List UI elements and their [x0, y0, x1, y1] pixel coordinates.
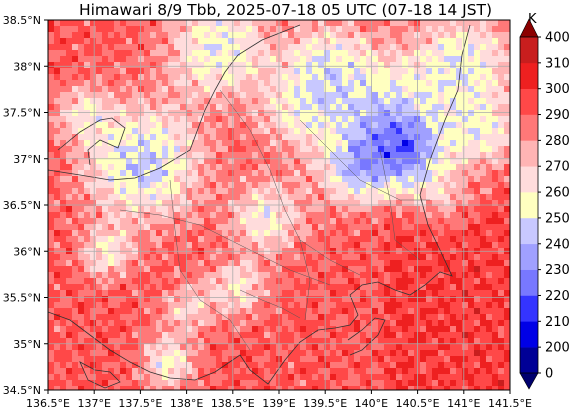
map-area	[47, 19, 511, 391]
colorbar-label-230: 230	[545, 263, 570, 278]
colorbar-label-220: 220	[545, 289, 570, 304]
x-tick-label-5: 139°E	[262, 397, 295, 409]
y-tick-label-3: 36°N	[13, 245, 41, 258]
colorbar-segment-3	[520, 269, 538, 296]
colorbar-label-270: 270	[545, 160, 570, 175]
y-tick-label-7: 38°N	[13, 60, 41, 73]
colorbar-label-300: 300	[545, 82, 570, 97]
x-tick-label-1: 137°E	[77, 397, 110, 409]
colorbar-label-310: 310	[545, 56, 570, 71]
colorbar-unit-label: K	[528, 12, 537, 27]
colorbar-segment-1	[520, 321, 538, 348]
colorbar: K 0 200 210 220 230 240 250 260 270 280 290 300 310 4…	[519, 12, 570, 390]
x-tick-label-10: 141.5°E	[488, 397, 532, 409]
colorbar-label-210: 210	[545, 315, 570, 330]
map-title: Himawari 8/9 Tbb, 2025-07-18 05 UTC (07-…	[78, 1, 493, 19]
x-tick-label-6: 139.5°E	[303, 397, 347, 409]
colorbar-label-290: 290	[545, 108, 570, 123]
y-tick-label-2: 35.5°N	[3, 292, 41, 305]
colorbar-label-250: 250	[545, 211, 570, 226]
colorbar-label-200: 200	[545, 341, 570, 356]
colorbar-label-400: 400	[545, 31, 570, 46]
y-tick-label-8: 38.5°N	[3, 14, 41, 27]
colorbar-segment-7	[520, 166, 538, 193]
colorbar-label-240: 240	[545, 237, 570, 252]
colorbar-frame	[519, 36, 539, 374]
colorbar-segment-6	[520, 192, 538, 219]
y-tick-label-0: 34.5°N	[3, 384, 41, 397]
colorbar-label-0: 0	[545, 367, 553, 382]
colorbar-label-280: 280	[545, 134, 570, 149]
y-tick-label-4: 36.5°N	[3, 199, 41, 212]
axis-ticks: 136.5°E 137°E 137.5°E 138°E 138.5°E 139°E 139.…	[3, 14, 532, 409]
colorbar-segment-4	[520, 243, 538, 270]
colorbar-segment-9	[520, 114, 538, 141]
colorbar-segment-10	[520, 88, 538, 115]
colorbar-segment-11	[520, 62, 538, 89]
colorbar-segment-8	[520, 140, 538, 167]
prefecture-boundaries	[119, 89, 430, 351]
x-tick-label-8: 140.5°E	[396, 397, 440, 409]
x-tick-label-4: 138.5°E	[211, 397, 255, 409]
x-tick-label-9: 141°E	[447, 397, 480, 409]
x-tick-label-2: 137.5°E	[118, 397, 162, 409]
x-tick-label-7: 140°E	[355, 397, 388, 409]
colorbar-segment-2	[520, 295, 538, 322]
colorbar-segment-12	[520, 37, 538, 64]
colorbar-extend-bottom	[519, 372, 539, 390]
colorbar-label-260: 260	[545, 186, 570, 201]
x-tick-label-3: 138°E	[170, 397, 203, 409]
y-tick-label-1: 35°N	[13, 338, 41, 351]
colorbar-segment-5	[520, 217, 538, 245]
y-tick-label-5: 37°N	[13, 153, 41, 166]
colorbar-segment-0	[520, 347, 538, 374]
x-tick-label-0: 136.5°E	[26, 397, 70, 409]
y-tick-label-6: 37.5°N	[3, 107, 41, 120]
